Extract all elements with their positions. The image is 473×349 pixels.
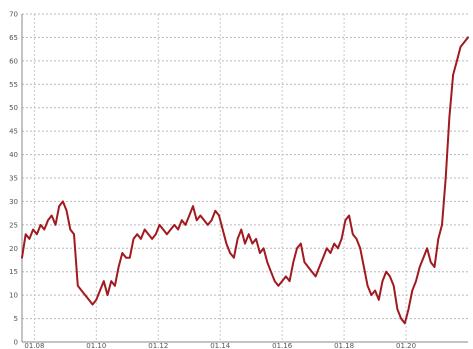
y-tick-label-7: 35 — [9, 175, 18, 183]
series-layer — [21, 36, 469, 325]
y-tick-label-5: 25 — [9, 221, 18, 229]
x-tick-label-3: 01.14 — [210, 342, 231, 349]
x-tick-label-5: 01.18 — [334, 342, 354, 349]
grid-layer — [22, 13, 468, 343]
y-tick-label-0: 0 — [14, 339, 18, 347]
axis-layer — [21, 14, 468, 343]
x-tick-label-4: 01.16 — [272, 342, 293, 349]
y-tick-label-9: 45 — [9, 128, 18, 136]
x-tick-label-1: 01.10 — [86, 342, 106, 349]
y-tick-label-12: 60 — [9, 57, 18, 65]
y-tick-label-4: 20 — [9, 245, 18, 253]
x-tick-label-2: 01.12 — [148, 342, 168, 349]
y-tick-label-14: 70 — [9, 11, 18, 19]
x-tick-labels: 01.08 01.10 01.12 01.14 01.16 01.18 01.20 — [24, 342, 416, 349]
x-tick-label-6: 01.20 — [396, 342, 416, 349]
y-tick-label-3: 15 — [9, 268, 18, 276]
y-tick-label-13: 65 — [9, 34, 18, 42]
y-tick-label-10: 50 — [9, 104, 18, 112]
x-tick-label-0: 01.08 — [24, 342, 44, 349]
series-line-0 — [21, 36, 469, 325]
y-tick-labels: 0 5 10 15 20 25 30 35 40 45 50 55 60 65 70 — [9, 11, 18, 347]
y-tick-label-1: 5 — [14, 315, 18, 323]
y-tick-label-2: 10 — [9, 292, 18, 300]
y-tick-label-11: 55 — [9, 81, 18, 89]
y-tick-label-8: 40 — [9, 151, 18, 159]
y-tick-label-6: 30 — [9, 198, 18, 206]
